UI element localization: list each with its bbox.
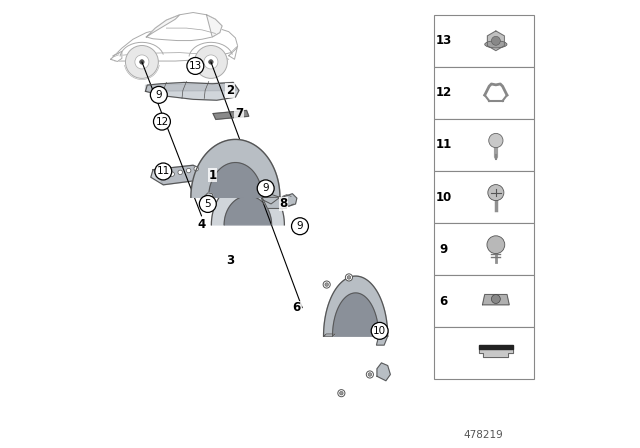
Circle shape <box>492 295 500 303</box>
Circle shape <box>489 134 503 148</box>
FancyBboxPatch shape <box>433 15 534 67</box>
Polygon shape <box>333 293 379 336</box>
Polygon shape <box>377 363 390 381</box>
Text: 13: 13 <box>189 61 202 71</box>
Text: 12: 12 <box>435 86 451 99</box>
Circle shape <box>140 60 144 64</box>
Polygon shape <box>224 196 271 225</box>
Polygon shape <box>151 165 208 185</box>
Circle shape <box>186 168 191 173</box>
Circle shape <box>150 86 167 103</box>
Circle shape <box>154 113 170 130</box>
Circle shape <box>368 373 372 376</box>
Polygon shape <box>145 82 239 100</box>
Polygon shape <box>324 276 388 336</box>
Circle shape <box>135 55 149 69</box>
Circle shape <box>371 323 388 339</box>
Polygon shape <box>228 46 237 59</box>
Polygon shape <box>213 111 249 119</box>
FancyBboxPatch shape <box>433 275 534 327</box>
Polygon shape <box>209 163 262 197</box>
Circle shape <box>162 174 166 178</box>
Polygon shape <box>479 345 513 349</box>
Polygon shape <box>204 193 214 204</box>
Text: 6: 6 <box>292 301 301 314</box>
Circle shape <box>323 281 330 288</box>
Polygon shape <box>483 295 509 305</box>
Polygon shape <box>211 181 284 225</box>
Polygon shape <box>153 165 204 185</box>
Circle shape <box>366 371 373 378</box>
Text: 9: 9 <box>156 90 162 100</box>
Polygon shape <box>111 51 122 61</box>
Text: 11: 11 <box>157 167 170 177</box>
Circle shape <box>194 167 198 171</box>
Circle shape <box>199 195 216 212</box>
Circle shape <box>487 236 505 254</box>
Polygon shape <box>324 334 335 336</box>
Polygon shape <box>262 197 287 208</box>
FancyBboxPatch shape <box>433 67 534 119</box>
Circle shape <box>125 46 158 78</box>
Circle shape <box>488 185 504 201</box>
Polygon shape <box>191 139 280 197</box>
Text: 9: 9 <box>262 183 269 194</box>
Text: 9: 9 <box>297 221 303 231</box>
Polygon shape <box>262 192 280 204</box>
Circle shape <box>178 170 182 175</box>
Circle shape <box>492 36 500 45</box>
Polygon shape <box>488 31 504 51</box>
Polygon shape <box>147 13 222 41</box>
Circle shape <box>325 283 328 286</box>
Ellipse shape <box>484 41 507 48</box>
Text: 8: 8 <box>280 198 287 211</box>
FancyBboxPatch shape <box>433 119 534 171</box>
Circle shape <box>291 218 308 235</box>
Polygon shape <box>279 194 297 206</box>
Text: 6: 6 <box>439 295 447 308</box>
FancyBboxPatch shape <box>433 223 534 275</box>
Text: 9: 9 <box>439 243 447 256</box>
Text: 2: 2 <box>226 84 234 97</box>
Text: 7: 7 <box>235 107 243 120</box>
Text: 10: 10 <box>373 326 386 336</box>
Circle shape <box>187 57 204 74</box>
Text: 13: 13 <box>435 34 451 47</box>
FancyBboxPatch shape <box>433 171 534 223</box>
Circle shape <box>204 55 218 69</box>
Circle shape <box>340 392 343 395</box>
Polygon shape <box>479 349 513 357</box>
Polygon shape <box>207 15 222 37</box>
Text: 11: 11 <box>435 138 451 151</box>
Circle shape <box>338 390 345 397</box>
Polygon shape <box>147 15 180 37</box>
Circle shape <box>170 172 175 177</box>
Circle shape <box>347 276 351 279</box>
FancyBboxPatch shape <box>433 327 534 379</box>
Circle shape <box>195 46 227 78</box>
Text: 4: 4 <box>198 217 205 231</box>
Text: 10: 10 <box>435 190 451 203</box>
Polygon shape <box>111 26 237 61</box>
Text: 5: 5 <box>205 199 211 209</box>
Circle shape <box>257 180 274 197</box>
Text: 12: 12 <box>156 116 168 127</box>
Polygon shape <box>376 336 388 345</box>
Circle shape <box>209 60 213 64</box>
Text: 478219: 478219 <box>464 430 504 440</box>
Circle shape <box>346 274 353 281</box>
Circle shape <box>155 163 172 180</box>
Text: 3: 3 <box>226 254 234 267</box>
Text: 1: 1 <box>208 168 216 181</box>
Polygon shape <box>145 82 239 91</box>
